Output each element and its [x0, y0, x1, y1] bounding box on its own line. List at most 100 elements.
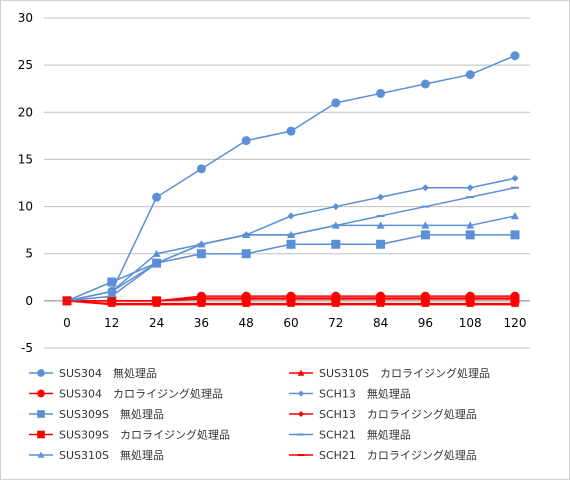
data-point — [107, 303, 116, 306]
data-point — [331, 224, 340, 227]
data-point — [63, 299, 71, 302]
data-point — [331, 239, 341, 249]
data-point — [287, 212, 295, 220]
legend-marker — [37, 369, 45, 377]
data-point — [287, 233, 295, 236]
data-point — [242, 294, 250, 302]
data-point — [421, 184, 429, 192]
x-tick-label: 60 — [283, 316, 298, 330]
data-point — [421, 294, 429, 302]
data-point — [510, 51, 520, 61]
x-axis-ticks: 0 12 24 36 48 60 72 84 96 108 120 — [63, 316, 526, 330]
y-tick-label: 5 — [25, 247, 33, 261]
legend-label: SUS310S 無処理品 — [59, 448, 164, 462]
y-tick-label: 20 — [18, 105, 33, 119]
legend-marker — [298, 390, 304, 397]
data-point — [376, 221, 385, 229]
data-point — [197, 243, 206, 246]
legend-label: SUS310S カロライジング処理品 — [319, 366, 490, 380]
data-point — [107, 295, 116, 298]
data-point — [331, 303, 340, 306]
data-point — [376, 303, 385, 306]
legend-marker — [37, 430, 45, 439]
legend-label: SUS309S 無処理品 — [59, 407, 164, 421]
data-point — [242, 303, 251, 306]
legend-label: SUS304 カロライジング処理品 — [59, 387, 223, 401]
data-point — [332, 203, 340, 211]
x-tick-label: 120 — [504, 316, 527, 330]
legend-marker — [37, 410, 45, 418]
series-group — [62, 51, 520, 306]
legend-item: SCH13 カロライジング処理品 — [289, 407, 477, 421]
legend-item: SUS310S カロライジング処理品 — [289, 366, 490, 380]
legend-marker — [297, 369, 305, 376]
legend-marker — [37, 389, 45, 398]
legend-label: SCH13 カロライジング処理品 — [319, 407, 477, 421]
data-point — [511, 212, 519, 220]
data-point — [466, 196, 475, 199]
plot-series — [62, 51, 520, 307]
data-point — [152, 249, 161, 257]
legend: SUS304 無処理品 SUS304 カロライジング処理品 SUS309S 無処理品… — [29, 366, 490, 462]
data-point — [152, 192, 162, 202]
data-point — [286, 126, 296, 136]
data-point — [377, 294, 385, 302]
data-point — [287, 303, 295, 306]
data-point — [421, 221, 430, 229]
data-point — [197, 303, 206, 306]
legend-item: SCH21 無処理品 — [289, 428, 411, 442]
legend-item: SUS304 無処理品 — [29, 366, 157, 380]
y-tick-label: 30 — [18, 11, 33, 25]
y-tick-label: 10 — [18, 200, 33, 214]
data-point — [242, 233, 251, 236]
x-tick-label: 12 — [104, 316, 119, 330]
y-tick-label: 25 — [18, 58, 33, 72]
data-point — [376, 88, 386, 98]
x-tick-label: 108 — [459, 316, 482, 330]
data-point — [466, 221, 475, 229]
x-tick-label: 72 — [328, 316, 343, 330]
data-point — [420, 230, 430, 240]
x-tick-label: 36 — [194, 316, 209, 330]
data-point — [421, 205, 430, 208]
data-point — [511, 186, 519, 189]
data-point — [153, 297, 161, 305]
data-point — [152, 262, 161, 265]
series-line — [66, 177, 516, 302]
series-group — [63, 174, 519, 305]
data-point — [196, 249, 206, 259]
data-point — [108, 297, 116, 305]
legend-label: SCH21 カロライジング処理品 — [319, 448, 477, 462]
data-point — [286, 239, 296, 249]
legend-item: SUS304 カロライジング処理品 — [29, 387, 223, 401]
data-point — [511, 303, 519, 306]
data-point — [465, 70, 475, 80]
data-point — [241, 249, 251, 259]
data-point — [197, 294, 205, 302]
legend-item: SCH21 カロライジング処理品 — [289, 448, 477, 462]
data-point — [196, 164, 206, 174]
series-line — [66, 55, 516, 302]
y-axis-ticks: -5 0 5 10 15 20 25 30 — [18, 11, 33, 355]
x-tick-label: 96 — [418, 316, 433, 330]
data-point — [107, 277, 117, 287]
data-point — [332, 294, 340, 302]
data-point — [421, 303, 430, 306]
y-tick-label: -5 — [21, 341, 33, 355]
data-point — [287, 294, 295, 302]
x-tick-label: 24 — [149, 316, 164, 330]
legend-label: SUS309S カロライジング処理品 — [59, 428, 230, 442]
data-point — [465, 230, 475, 240]
data-point — [152, 303, 161, 306]
x-tick-label: 84 — [373, 316, 388, 330]
data-point — [376, 215, 385, 217]
series-line — [66, 215, 516, 302]
y-tick-label: 0 — [25, 294, 33, 308]
legend-marker — [298, 411, 304, 417]
data-point — [466, 184, 474, 192]
legend-marker — [37, 451, 45, 458]
series-group — [63, 299, 519, 306]
y-tick-label: 15 — [18, 152, 33, 166]
